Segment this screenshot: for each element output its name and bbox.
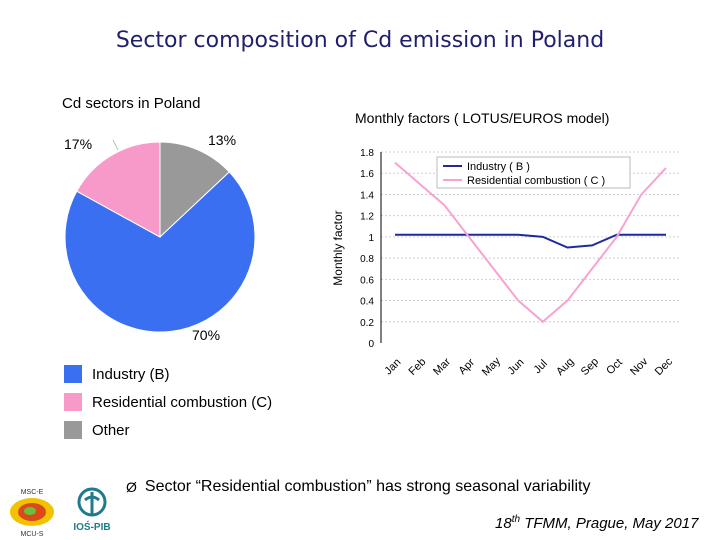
- conference-label: 18th TFMM, Prague, May 2017: [495, 514, 698, 532]
- legend-text-residential: Residential combustion ( C ): [467, 175, 605, 187]
- x-tick-label: Aug: [554, 356, 576, 378]
- series-line-residential: [394, 161, 667, 324]
- logo-left-top-text: MSC-E: [21, 489, 44, 496]
- legend-label-residential: Residential combustion (C): [92, 393, 273, 411]
- y-axis-label: Monthly factor: [331, 210, 345, 285]
- x-tick-label: Apr: [456, 356, 477, 377]
- x-tick-label: Feb: [407, 356, 429, 378]
- ios-pib-leaf-icon: [77, 487, 107, 517]
- legend-item-industry: Industry (B): [64, 365, 170, 383]
- ios-pib-logo: IOŚ-PIB: [73, 487, 111, 533]
- pie-label-other: 13%: [208, 132, 237, 148]
- x-tick-label: May: [480, 355, 504, 379]
- slide-title: Sector composition of Cd emission in Pol…: [115, 28, 605, 53]
- footnote: Ø Sector “Residential combustion” has st…: [126, 478, 590, 496]
- x-tick-label: Oct: [604, 357, 625, 378]
- logo-right-text: IOŚ-PIB: [73, 520, 110, 533]
- pie-leader-line: [112, 139, 119, 151]
- y-tick-label: 0.8: [360, 254, 374, 265]
- legend-swatch-other: [64, 421, 82, 439]
- series-line-industry: [395, 233, 666, 249]
- x-tick-label: Nov: [628, 355, 651, 378]
- line-legend: Industry ( B ) Residential combustion ( …: [436, 156, 631, 189]
- legend-item-other: Other: [64, 421, 130, 439]
- conference-ordinal: th: [511, 514, 521, 525]
- legend-item-residential: Residential combustion (C): [64, 393, 272, 411]
- y-tick-label: 1.6: [360, 169, 374, 180]
- x-tick-label: Jan: [382, 356, 403, 377]
- x-tick-label: Dec: [653, 355, 676, 378]
- y-tick-label: 1: [368, 233, 374, 244]
- legend-swatch-residential: [64, 393, 82, 411]
- y-tick-label: 0.4: [360, 297, 374, 308]
- msc-e-logo: MSC-E MCU-S: [10, 489, 54, 538]
- x-tick-label: Jul: [531, 358, 549, 376]
- legend-text-industry: Industry ( B ): [467, 161, 530, 173]
- legend-swatch-industry: [64, 365, 82, 383]
- pie-slice-residential: [76, 141, 161, 238]
- x-tick-label: Sep: [579, 356, 601, 378]
- line-chart-title: Monthly factors ( LOTUS/EUROS model): [355, 110, 610, 126]
- pie-chart-title: Cd sectors in Poland: [62, 95, 201, 112]
- y-tick-label: 1.2: [360, 212, 374, 223]
- y-tick-label: 1.8: [360, 148, 374, 159]
- conference-number: 18: [495, 515, 512, 532]
- pie-label-residential: 17%: [64, 136, 93, 152]
- x-tick-label: Mar: [431, 356, 453, 378]
- pie-label-industry: 70%: [192, 327, 221, 343]
- legend-label-other: Other: [92, 421, 130, 439]
- line-legend-box: [436, 156, 631, 189]
- pie-slice-industry: [64, 171, 256, 333]
- footnote-text: Sector “Residential combustion” has stro…: [144, 478, 591, 495]
- conference-text: TFMM, Prague, May 2017: [520, 515, 699, 532]
- pie-slice-other: [159, 141, 230, 239]
- y-tick-label: 0: [368, 339, 374, 350]
- logo-left-bottom-text: MCU-S: [21, 531, 44, 538]
- legend-label-industry: Industry (B): [92, 365, 170, 383]
- arrow-bullet-icon: Ø: [126, 479, 137, 495]
- y-tick-label: 1.4: [360, 190, 374, 201]
- y-tick-label: 0.6: [360, 275, 374, 286]
- y-tick-label: 0.2: [360, 318, 374, 329]
- x-tick-label: Jun: [506, 356, 527, 377]
